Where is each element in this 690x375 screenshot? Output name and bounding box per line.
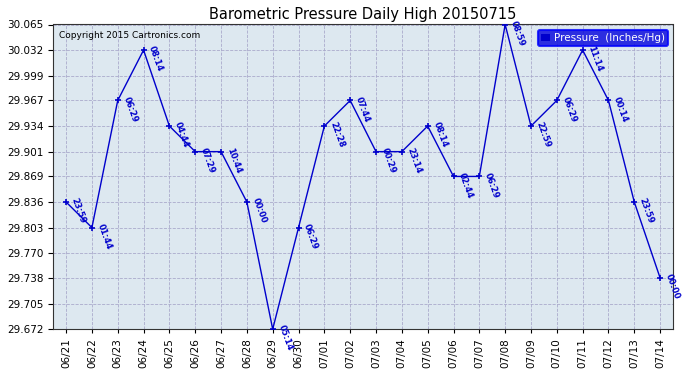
- Text: 23:14: 23:14: [406, 147, 423, 175]
- Text: 07:29: 07:29: [199, 147, 217, 174]
- Text: 05:14: 05:14: [277, 324, 294, 352]
- Text: 08:14: 08:14: [147, 45, 165, 73]
- Text: 23:59: 23:59: [70, 197, 88, 225]
- Text: 06:29: 06:29: [560, 95, 578, 123]
- Title: Barometric Pressure Daily High 20150715: Barometric Pressure Daily High 20150715: [210, 7, 517, 22]
- Text: 02:44: 02:44: [457, 171, 475, 200]
- Text: 11:14: 11:14: [586, 45, 604, 73]
- Text: 23:59: 23:59: [638, 197, 655, 225]
- Text: 00:29: 00:29: [380, 147, 397, 174]
- Text: 10:44: 10:44: [225, 147, 242, 175]
- Text: 00:00: 00:00: [664, 273, 681, 301]
- Text: 22:59: 22:59: [535, 121, 552, 149]
- Text: 06:29: 06:29: [483, 171, 500, 200]
- Legend: Pressure  (Inches/Hg): Pressure (Inches/Hg): [538, 30, 668, 46]
- Text: 00:00: 00:00: [250, 197, 268, 225]
- Text: 22:28: 22:28: [328, 121, 346, 149]
- Text: 07:44: 07:44: [354, 95, 371, 123]
- Text: Copyright 2015 Cartronics.com: Copyright 2015 Cartronics.com: [59, 31, 201, 40]
- Text: 06:29: 06:29: [302, 222, 319, 251]
- Text: 08:14: 08:14: [431, 121, 449, 149]
- Text: 08:59: 08:59: [509, 20, 526, 47]
- Text: 06:29: 06:29: [121, 95, 139, 123]
- Text: 00:14: 00:14: [612, 95, 630, 123]
- Text: 01:44: 01:44: [96, 222, 113, 251]
- Text: 04:44: 04:44: [173, 121, 190, 149]
